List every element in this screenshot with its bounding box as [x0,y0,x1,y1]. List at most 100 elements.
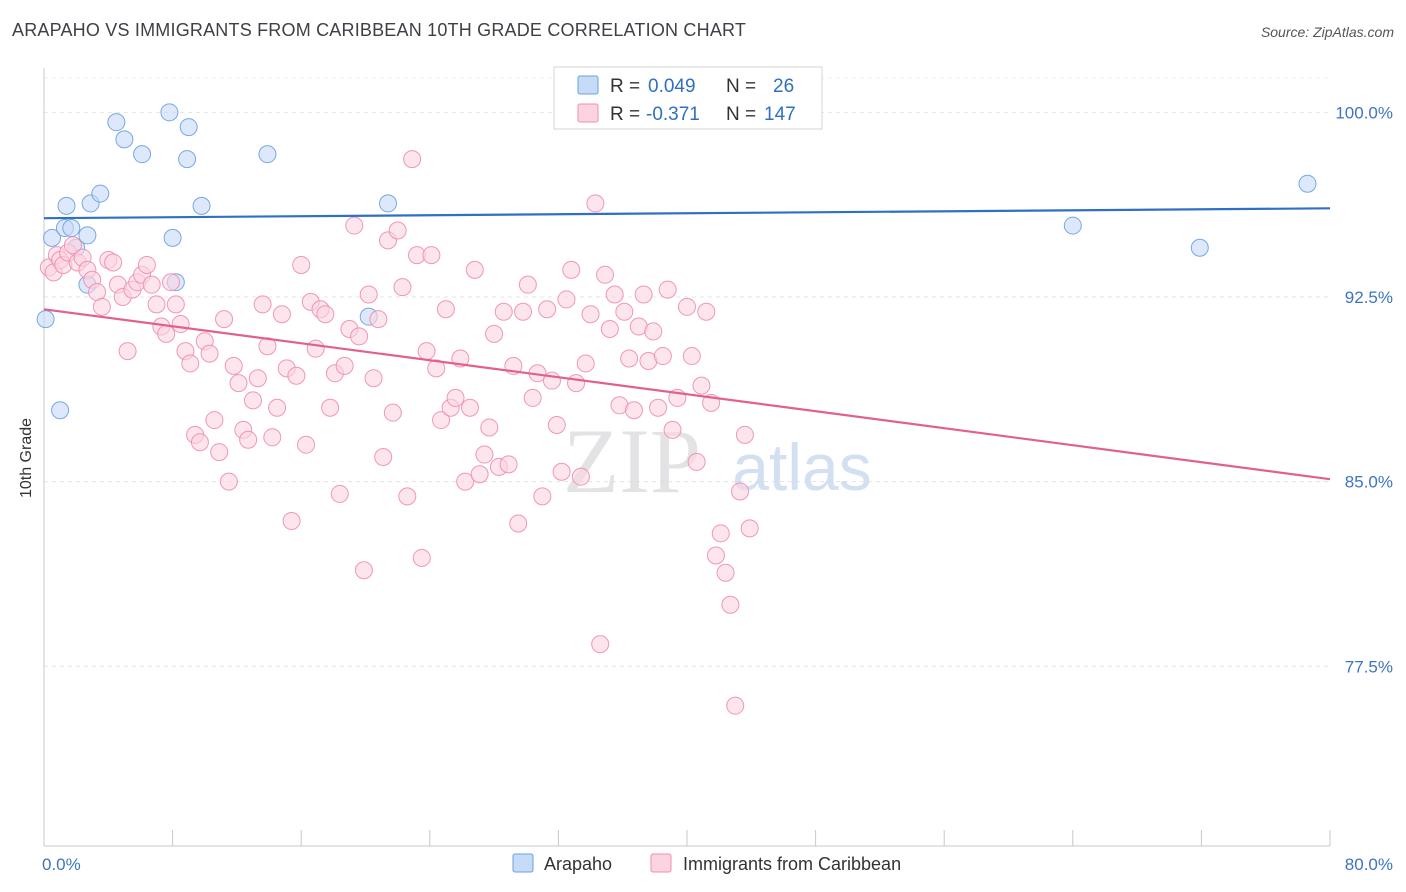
watermark-zip: ZIP [563,410,701,512]
caribbean-point [147,295,166,314]
caribbean-point [653,347,672,366]
caribbean-point [682,347,701,366]
arapaho-point [163,228,182,247]
caribbean-point [735,425,754,444]
chart-title: ARAPAHO VS IMMIGRANTS FROM CARIBBEAN 10T… [12,20,747,40]
arapaho-point [36,310,55,329]
caribbean-point [272,305,291,324]
arapaho-point [43,228,62,247]
trend-lines [43,207,1331,481]
x-tick-label: 0.0% [42,855,81,874]
caribbean-point [364,369,383,388]
legend-swatch-caribbean [577,103,599,123]
caribbean-point [92,297,111,316]
caribbean-point [200,344,219,363]
caribbean-point [210,443,229,462]
y-axis-label: 10th Grade [18,418,35,498]
arapaho-point [192,196,211,215]
caribbean-point [456,472,475,491]
caribbean-point [499,455,518,474]
caribbean-point [142,275,161,294]
arapaho-point [160,103,179,122]
caribbean-point [393,278,412,297]
caribbean-point [63,236,82,255]
caribbean-point [716,563,735,582]
caribbean-point [137,255,156,274]
caribbean-point [687,452,706,471]
arapaho-trend-line [43,207,1331,220]
caribbean-point [596,265,615,284]
bottom-legend-swatch-caribbean [650,853,672,873]
caribbean-point [292,255,311,274]
caribbean-point [581,305,600,324]
caribbean-point [475,445,494,464]
y-tick-label: 100.0% [1335,103,1393,122]
axes: 100.0% 92.5% 85.0% 77.5% 0.0% 80.0% [42,68,1393,874]
arapaho-point [1063,216,1082,235]
caribbean-point [706,546,725,565]
caribbean-point [157,324,176,343]
caribbean-point [388,221,407,240]
caribbean-point [624,401,643,420]
caribbean-point [287,366,306,385]
caribbean-point [219,472,238,491]
caribbean-point [740,519,759,538]
bottom-legend-swatch-arapaho [512,853,534,873]
arapaho-point [51,401,70,420]
caribbean-point [465,260,484,279]
data-points [36,103,1317,715]
caribbean-point [658,280,677,299]
caribbean-point [171,315,190,334]
y-tick-label: 77.5% [1345,657,1393,676]
caribbean-point [306,339,325,358]
caribbean-point [533,487,552,506]
caribbean-point [263,428,282,447]
caribbean-point [721,595,740,614]
arapaho-point [1190,238,1209,257]
caribbean-point [335,356,354,375]
arapaho-point [258,145,277,164]
caribbean-point [576,354,595,373]
caribbean-point [248,369,267,388]
caribbean-point [649,398,668,417]
correlation-legend-box [553,66,823,130]
caribbean-point [374,448,393,466]
arapaho-point [178,150,197,169]
y-tick-label: 85.0% [1345,473,1393,492]
caribbean-point [398,487,417,506]
arapaho-point [107,113,126,132]
caribbean-point [436,300,455,319]
caribbean-point [692,376,711,395]
caribbean-point [460,398,479,417]
caribbean-point [711,524,730,543]
caribbean-point [432,411,451,430]
legend-r-label-1: R = [610,76,640,97]
caribbean-point [359,285,378,304]
caribbean-point [268,398,287,417]
x-tick-label: 80.0% [1345,855,1393,874]
caribbean-point [316,305,335,324]
arapaho-point [78,226,97,245]
caribbean-point [480,418,499,437]
caribbean-point [190,433,209,452]
watermark: ZIP atlas [563,410,872,512]
arapaho-point [179,118,198,137]
caribbean-point [518,275,537,294]
caribbean-point [697,302,716,321]
legend-r-value-2: -0.371 [646,104,700,125]
caribbean-point [181,354,200,373]
caribbean-point [354,561,373,580]
legend-n-label-2: N = [726,104,756,125]
caribbean-point [166,295,185,314]
caribbean-point [726,696,745,715]
caribbean-point [731,482,750,501]
caribbean-trend-line [43,308,1331,481]
caribbean-point [412,548,431,567]
y-tick-label: 92.5% [1345,288,1393,307]
caribbean-point [615,302,634,321]
caribbean-point [118,342,137,361]
caribbean-point [547,415,566,434]
caribbean-point [600,319,619,338]
caribbean-point [350,327,369,346]
